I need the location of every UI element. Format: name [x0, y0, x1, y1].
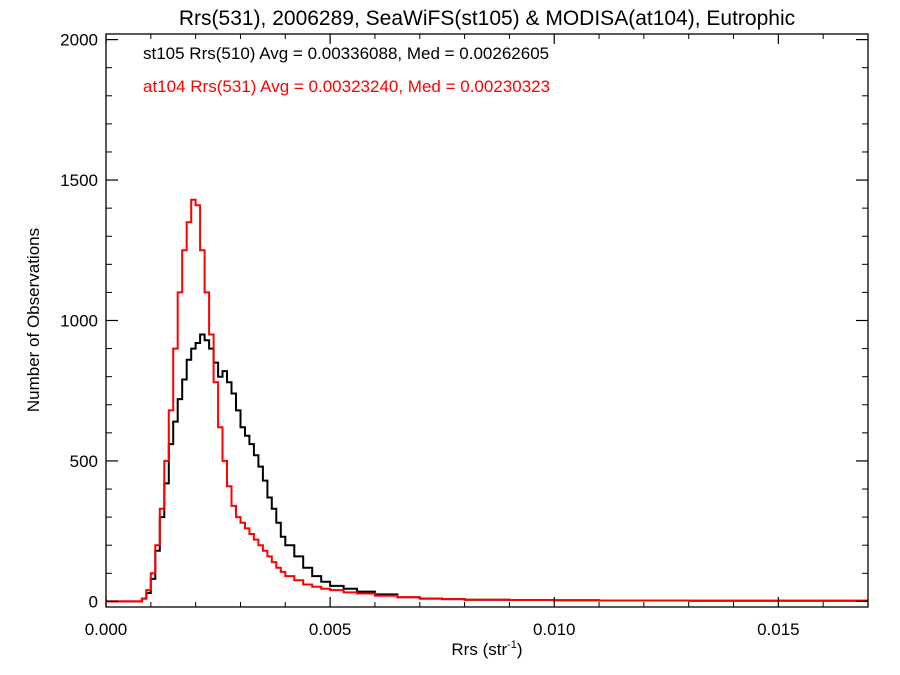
y-tick-label: 500 — [70, 452, 98, 471]
legend-entry-at104: at104 Rrs(531) Avg = 0.00323240, Med = 0… — [143, 77, 550, 96]
x-axis-title-sup: -1 — [507, 639, 517, 651]
y-tick-label: 1500 — [60, 171, 98, 190]
x-axis-title-main: Rrs (str — [451, 640, 507, 659]
x-tick-label: 0.010 — [533, 620, 576, 639]
x-axis-title-close: ) — [517, 640, 523, 659]
x-axis-title: Rrs (str-1) — [451, 639, 522, 659]
y-tick-label: 2000 — [60, 31, 98, 50]
series-line-1 — [106, 198, 868, 603]
series-layer — [106, 198, 868, 603]
axes-layer: 0.000 0.005 0.010 0.015 0 500 1000 1500 2000 — [60, 31, 868, 639]
x-tick-label: 0.000 — [85, 620, 128, 639]
x-tick-label: 0.005 — [309, 620, 352, 639]
legend-entry-st105: st105 Rrs(510) Avg = 0.00336088, Med = 0… — [143, 44, 549, 63]
y-tick-label: 0 — [89, 592, 98, 611]
chart-title: Rrs(531), 2006289, SeaWiFS(st105) & MODI… — [179, 7, 795, 30]
x-tick-label: 0.015 — [757, 620, 800, 639]
y-axis-title: Number of Observations — [24, 228, 43, 412]
y-tick-label: 1000 — [60, 312, 98, 331]
legend: st105 Rrs(510) Avg = 0.00336088, Med = 0… — [143, 44, 550, 96]
